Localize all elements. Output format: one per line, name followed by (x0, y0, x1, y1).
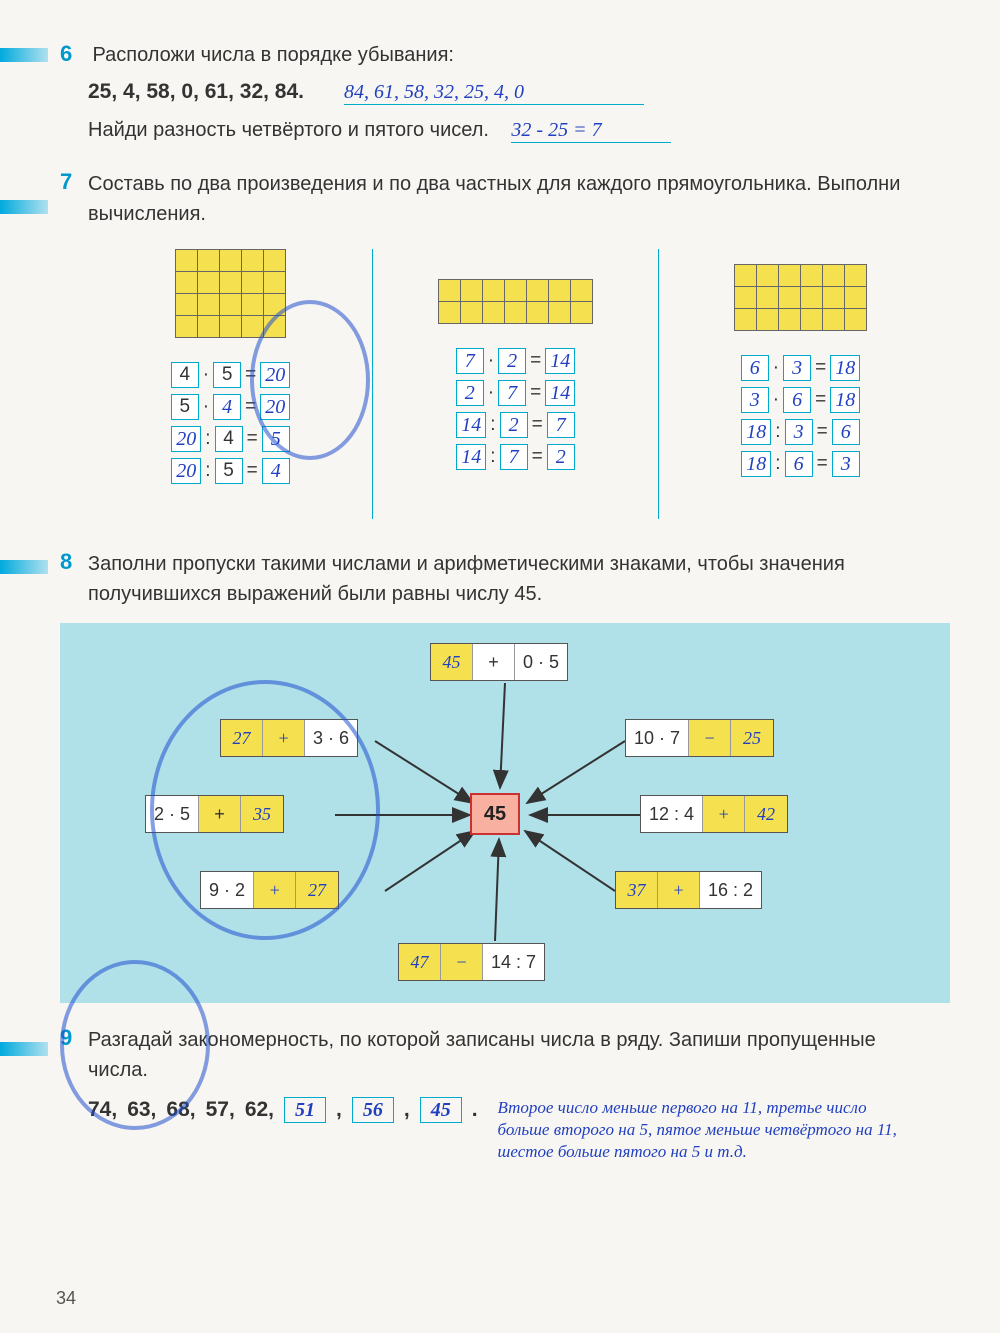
equation-line: 14 : 2 = 7 (456, 412, 574, 438)
expression-box: 45+0 · 5 (430, 643, 568, 681)
task8-text: Заполни пропуски такими числами и арифме… (88, 549, 928, 609)
rectangle-grid (734, 264, 867, 331)
task8: 8 Заполни пропуски такими числами и ариф… (60, 549, 950, 1003)
expression-box: 2 · 5+35 (145, 795, 284, 833)
equation-line: 14 : 7 = 2 (456, 444, 574, 470)
task6-text: Расположи числа в порядке убывания: (92, 44, 454, 66)
sequence-number: 57, (206, 1098, 235, 1122)
equation-line: 18 : 6 = 3 (741, 451, 859, 477)
expression-box: 37+16 : 2 (615, 871, 762, 909)
task9-text: Разгадай закономерность, по которой запи… (88, 1025, 908, 1085)
sequence-answer-box: 56 (352, 1097, 394, 1123)
equation-line: 6 · 3 = 18 (741, 355, 860, 381)
sequence-number: 68, (166, 1098, 195, 1122)
task9: 9 Разгадай закономерность, по которой за… (60, 1025, 950, 1163)
task9-number: 9 (60, 1025, 88, 1085)
task7-number: 7 (60, 169, 88, 229)
task6-number: 6 (60, 41, 88, 67)
expression-box: 9 · 2+27 (200, 871, 339, 909)
equation-line: 18 : 3 = 6 (741, 419, 859, 445)
equation-line: 3 · 6 = 18 (741, 387, 860, 413)
expression-box: 12 : 4+42 (640, 795, 788, 833)
sequence-number: 63, (127, 1098, 156, 1122)
equation-line: 20 : 4 = 5 (171, 426, 289, 452)
sequence-number: 62, (245, 1098, 274, 1122)
task8-panel: 45 45+0 · 5 27+3 · 6 10 · 7−25 2 · 5+35 12 : … (60, 623, 950, 1003)
task7-text: Составь по два произведения и по два час… (88, 169, 928, 229)
page-number: 34 (56, 1288, 76, 1309)
equation-line: 20 : 5 = 4 (171, 458, 289, 484)
task9-sequence: 74,63,68,57,62,51,56,45. (88, 1097, 478, 1123)
task6-answer: 84, 61, 58, 32, 25, 4, 0 (344, 81, 644, 105)
sequence-answer-box: 51 (284, 1097, 326, 1123)
expression-box: 27+3 · 6 (220, 719, 358, 757)
equation-line: 5 · 4 = 20 (171, 394, 290, 420)
expression-box: 10 · 7−25 (625, 719, 774, 757)
equation-line: 4 · 5 = 20 (171, 362, 290, 388)
task6-diff: 32 - 25 = 7 (511, 119, 671, 143)
task6-numbers: 25, 4, 58, 0, 61, 32, 84. (88, 80, 304, 104)
equation-line: 7 · 2 = 14 (456, 348, 575, 374)
center-target: 45 (470, 793, 520, 835)
task7: 7 Составь по два произведения и по два ч… (60, 169, 950, 529)
equation-line: 2 · 7 = 14 (456, 380, 575, 406)
task6: 6 Расположи числа в порядке убывания: 25… (60, 40, 950, 145)
rectangle-grid (438, 279, 593, 324)
task8-number: 8 (60, 549, 88, 609)
task6-text2: Найди разность четвёртого и пятого чисел… (88, 119, 489, 141)
rectangle-grid (175, 249, 286, 338)
expression-box: 47−14 : 7 (398, 943, 545, 981)
sequence-answer-box: 45 (420, 1097, 462, 1123)
sequence-number: 74, (88, 1098, 117, 1122)
task9-explanation: Второе число меньше первого на 11, треть… (498, 1097, 898, 1163)
